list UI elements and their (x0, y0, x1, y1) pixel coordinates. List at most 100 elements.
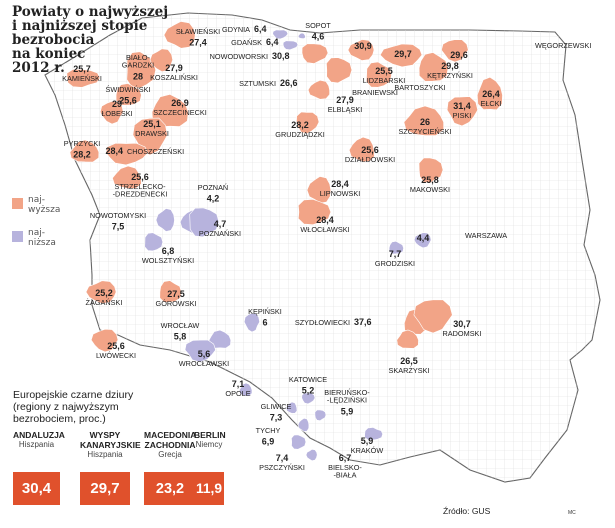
map-title: Powiaty o najwyższej i najniższej stopie… (12, 5, 172, 75)
county-name: SZCZECINECKI (153, 108, 207, 117)
county-area-high (69, 139, 100, 163)
county-area-low (184, 339, 216, 363)
county-area-high (296, 111, 320, 135)
county-area-high (446, 96, 479, 127)
county-value: 27,4 (189, 38, 207, 48)
county-name: NOWOTOMYSKI (90, 211, 146, 220)
county-name: WARSZAWA (465, 231, 507, 240)
county-value: 27,9 (336, 95, 354, 105)
county-name: LIPNOWSKI (320, 189, 361, 198)
europe-region: ANDALUZJA Hiszpania 30,4 (13, 430, 65, 505)
county-value: 6,9 (262, 437, 275, 447)
county-area-low (413, 232, 432, 249)
county-value: 5,9 (361, 436, 374, 446)
county-name: WROCŁAWSKI (179, 359, 229, 368)
county-area-low (272, 29, 289, 40)
county-area-high (297, 198, 332, 226)
county-area-low (297, 417, 310, 432)
county-value: 6,7 (339, 453, 352, 463)
county-name: DZIAŁDOWSKI (345, 155, 395, 164)
county-name: KRAKÓW (351, 446, 384, 455)
europe-region-name: ANDALUZJA (13, 430, 65, 440)
county-name: GLIWICE (261, 402, 292, 411)
county-name: GÓROWSKI (156, 299, 197, 308)
county-value: 25,6 (361, 145, 379, 155)
county-area-high (301, 43, 329, 64)
county-name: GRUDZIĄDZKI (275, 130, 324, 139)
county-name: SKARŻYSKI (389, 366, 430, 375)
county-name: BIAŁO- (126, 53, 150, 62)
county-name: KOSZALIŃSKI (150, 73, 198, 82)
county-area-high (365, 61, 392, 88)
county-name: WŁOCŁAWSKI (300, 225, 349, 234)
europe-region-country: Hiszpania (87, 450, 123, 459)
county-name: ŁOBESKI (101, 109, 132, 118)
county-value: 28,4 (316, 215, 334, 225)
county-name: OPOLE (225, 389, 250, 398)
county-area-high (85, 280, 117, 305)
county-value: 25,6 (119, 96, 137, 106)
county-value: 37,6 (354, 317, 372, 327)
county-area-low (388, 240, 404, 255)
county-name: TYCHY (256, 426, 281, 435)
county-name: WĘGORZEWSKI (535, 41, 591, 50)
legend-high-label: naj- wyższa (28, 195, 61, 215)
county-value: 29 (112, 99, 122, 109)
county-name: RADOMSKI (443, 329, 482, 338)
county-value: 27,5 (167, 289, 185, 299)
county-value: 28,4 (105, 146, 123, 156)
county-area-high (115, 83, 142, 106)
county-value: 30,8 (272, 51, 290, 61)
county-area-high (348, 136, 375, 163)
county-name: POZNAŃSKI (199, 229, 241, 238)
county-area-high (159, 280, 182, 303)
county-area-low (189, 207, 220, 238)
county-area-high (66, 68, 101, 88)
county-name: WOLSZTYŃSKI (142, 256, 194, 265)
county-value: 26,9 (171, 98, 189, 108)
legend-high-swatch (12, 198, 23, 209)
title-line-2: i najniższej stopie (12, 18, 148, 34)
credit: MC (568, 510, 576, 516)
county-name: PYRZYCKI (64, 139, 101, 148)
county-value: 5,8 (174, 332, 187, 342)
county-value: 7,5 (112, 222, 125, 232)
county-name: -DREZDENECKI (113, 190, 168, 199)
europe-region-value: 11,9 (194, 472, 224, 505)
county-value: 6,8 (162, 246, 175, 256)
county-name: KATOWICE (289, 375, 327, 384)
county-area-high (418, 157, 444, 184)
county-area-low (305, 448, 318, 462)
county-name: BIELSKO- (328, 463, 362, 472)
county-value: 25,2 (95, 288, 113, 298)
county-value: 25,7 (73, 64, 91, 74)
title-line-4: na koniec (12, 46, 86, 62)
county-value: 6,4 (254, 24, 267, 34)
county-area-low (238, 382, 253, 397)
europe-region-country: Niemcy (195, 440, 223, 449)
source-note: Źródło: GUS (443, 506, 491, 516)
county-area-high (126, 51, 157, 89)
county-name: NOWODWORSKI (210, 52, 268, 61)
county-value: 25,6 (131, 172, 149, 182)
county-name: PISKI (453, 111, 472, 120)
county-value: 5,2 (302, 386, 315, 396)
county-name: GDAŃSK (231, 38, 262, 47)
county-area-high (347, 39, 375, 61)
county-name: WROCŁAW (161, 321, 200, 330)
county-value: 26,4 (482, 89, 500, 99)
county-value: 5,6 (198, 349, 211, 359)
county-area-high (326, 57, 353, 84)
title-line-1: Powiaty o najwyższej (12, 4, 169, 20)
county-name: LWÓWECKI (96, 351, 136, 360)
county-area-low (144, 232, 164, 252)
county-area-low (314, 409, 327, 422)
europe-region-country: Hiszpania (18, 440, 55, 449)
county-name: GDYNIA (222, 25, 250, 34)
county-name: KĘTRZYŃSKI (427, 71, 473, 80)
county-name: EŁCKI (480, 99, 501, 108)
europe-region: BERLIN Niemcy 11,9 (194, 430, 226, 505)
county-name: ŚWIDWIŃSKI (106, 85, 151, 94)
county-value: 29,8 (441, 61, 459, 71)
